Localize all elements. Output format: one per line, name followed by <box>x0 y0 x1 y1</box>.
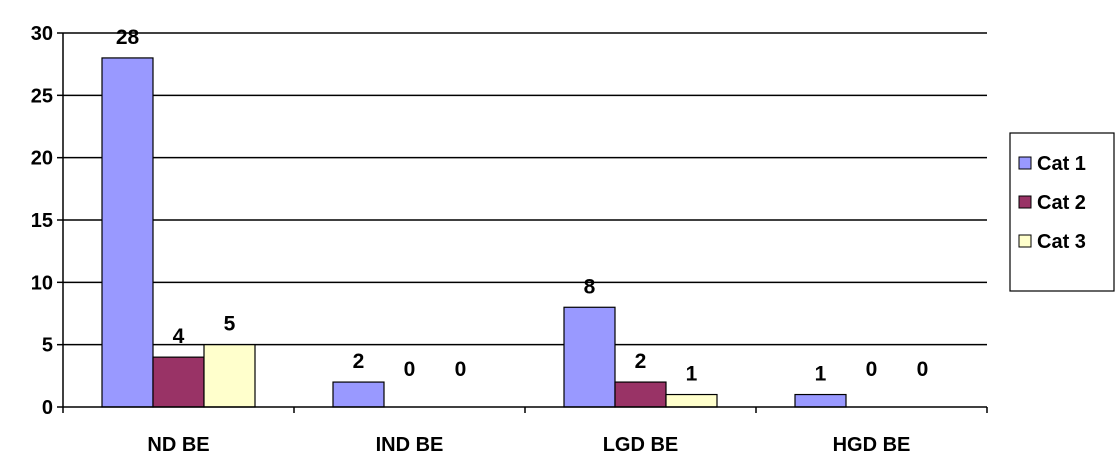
y-tick-label: 15 <box>31 210 53 232</box>
bar-cat-1 <box>563 306 616 408</box>
data-label: 0 <box>917 358 929 381</box>
gridlines <box>63 32 987 346</box>
bar-cat-3 <box>203 344 256 408</box>
x-category-label: LGD BE <box>603 434 679 456</box>
bar-cat-1 <box>332 381 385 408</box>
y-tick-label: 20 <box>31 148 53 170</box>
y-tick-label: 5 <box>42 335 53 357</box>
data-label: 2 <box>353 350 365 373</box>
legend-label: Cat 1 <box>1037 153 1086 175</box>
data-label: 1 <box>815 363 827 386</box>
data-label: 5 <box>224 313 236 336</box>
bar-cat-3 <box>665 393 718 408</box>
bar-cat-1 <box>101 57 154 408</box>
data-label: 2 <box>635 350 647 373</box>
bar-cat-2 <box>152 356 205 408</box>
data-label: 0 <box>404 358 416 381</box>
data-label: 4 <box>173 325 185 348</box>
bar-cat-1 <box>794 393 847 408</box>
y-tick-label: 25 <box>31 85 53 107</box>
y-tick-label: 10 <box>31 272 53 294</box>
data-label: 0 <box>455 358 467 381</box>
data-label: 28 <box>116 26 140 49</box>
y-tick-label: 30 <box>31 23 53 45</box>
bars <box>101 57 847 408</box>
y-tick-labels: 0 5 10 15 20 25 30 <box>31 23 53 419</box>
legend: Cat 1 Cat 2 Cat 3 <box>1009 132 1115 292</box>
data-label: 8 <box>584 275 596 298</box>
data-labels: 28 4 5 2 0 0 8 2 1 1 0 0 <box>116 26 929 386</box>
legend-swatch <box>1018 156 1032 170</box>
axes <box>57 32 988 413</box>
legend-label: Cat 2 <box>1037 192 1086 214</box>
x-category-labels: ND BE IND BE LGD BE HGD BE <box>147 434 910 456</box>
data-label: 1 <box>686 363 698 386</box>
legend-label: Cat 3 <box>1037 231 1086 253</box>
data-label: 0 <box>866 358 878 381</box>
y-tick-label: 0 <box>42 397 53 419</box>
x-category-label: IND BE <box>376 434 444 456</box>
x-category-label: ND BE <box>147 434 209 456</box>
x-category-label: HGD BE <box>833 434 911 456</box>
bar-cat-2 <box>614 381 667 408</box>
legend-swatch <box>1018 195 1032 209</box>
legend-swatch <box>1018 234 1032 248</box>
